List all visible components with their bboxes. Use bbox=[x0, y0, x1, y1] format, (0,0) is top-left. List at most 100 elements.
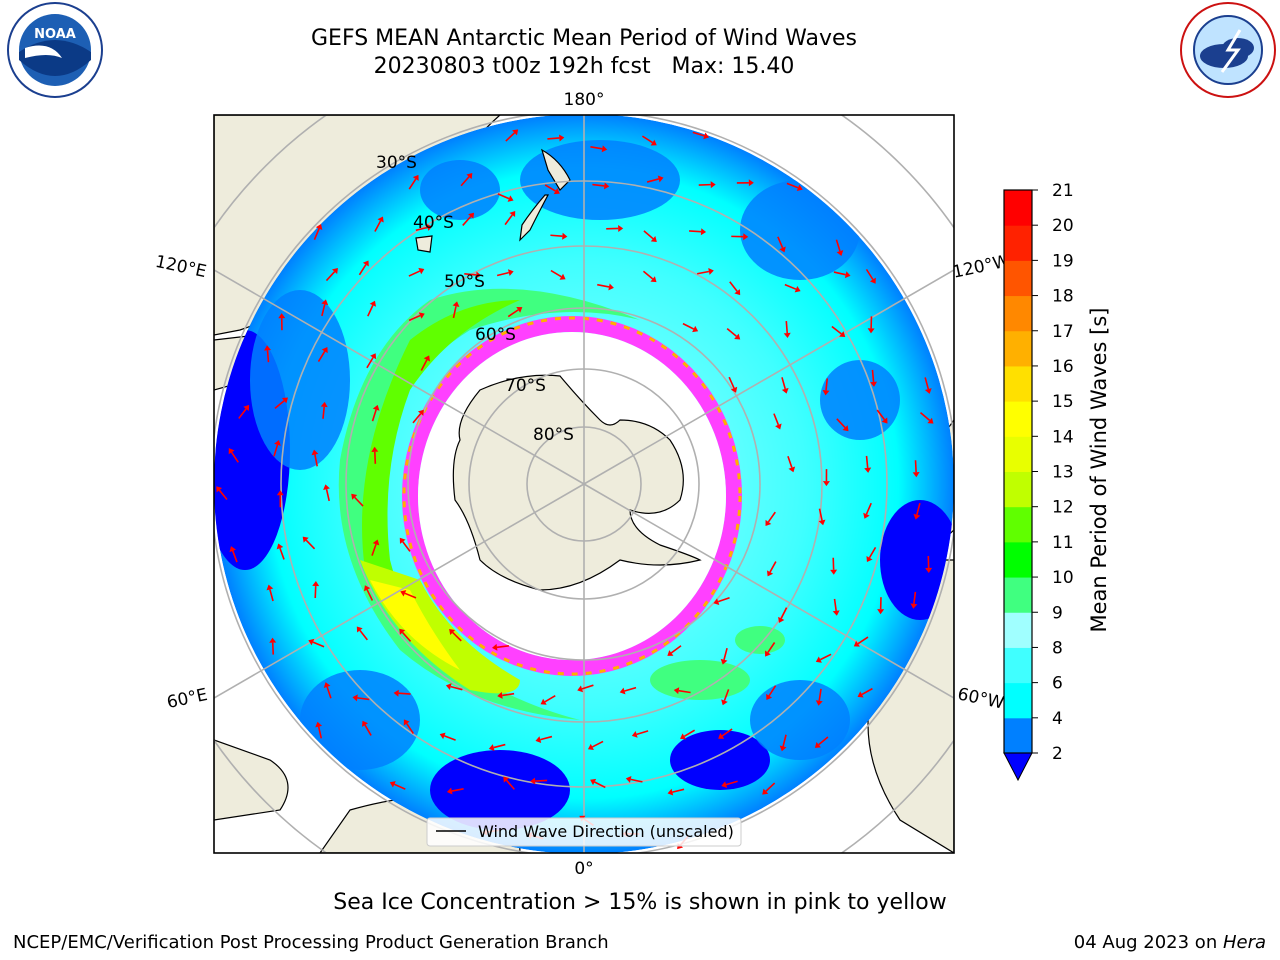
wind-arrow-shaft bbox=[550, 269, 562, 278]
wind-arrow-head bbox=[363, 585, 371, 592]
wind-arrow-head bbox=[311, 449, 319, 456]
wind-arrow-head bbox=[927, 417, 934, 424]
wind-arrow-head bbox=[673, 687, 680, 695]
wind-arrow-shaft bbox=[550, 234, 563, 238]
wind-arrow-head bbox=[618, 224, 624, 232]
wind-arrow-head bbox=[667, 650, 674, 656]
wind-arrow-head bbox=[832, 610, 840, 616]
wind-arrow-shaft bbox=[505, 779, 515, 790]
wind-arrow-shaft bbox=[505, 132, 516, 142]
wind-arrow-head bbox=[718, 732, 725, 739]
wind-arrow-shaft bbox=[326, 686, 332, 699]
lon-label-60e: 60°E bbox=[165, 685, 209, 713]
wind-arrow-head bbox=[417, 409, 424, 416]
legend-label: Wind Wave Direction (unscaled) bbox=[478, 822, 734, 841]
wind-arrow-head bbox=[512, 129, 519, 136]
wind-arrow-head bbox=[877, 609, 885, 615]
wind-arrow-shaft bbox=[723, 689, 730, 701]
wind-arrow-head bbox=[720, 658, 728, 665]
wind-arrow-head bbox=[796, 184, 803, 191]
wind-arrow-shaft bbox=[590, 146, 603, 150]
wind-arrow-shaft bbox=[218, 489, 228, 500]
wind-arrow-head bbox=[371, 446, 379, 452]
colorbar-tick-label: 20 bbox=[1052, 216, 1074, 236]
wind-arrow-shaft bbox=[366, 357, 374, 369]
wind-arrow-shaft bbox=[394, 783, 406, 790]
wind-arrow-head bbox=[708, 268, 714, 275]
wind-arrow-head bbox=[587, 743, 594, 751]
wind-arrow-shaft bbox=[818, 508, 823, 521]
lat-label-40s: 40°S bbox=[413, 213, 454, 233]
wind-arrow-shaft bbox=[271, 642, 275, 655]
wind-arrow-shaft bbox=[692, 131, 705, 137]
wind-arrow-shaft bbox=[317, 726, 323, 739]
colorbar: 2 4 6 8 9 10 11 12 13 14 15 16 17 18 19 20 21 bbox=[1003, 181, 1074, 782]
wind-arrow-shaft bbox=[773, 413, 780, 426]
colorbar-tick-label: 11 bbox=[1052, 533, 1074, 553]
wind-arrow-head bbox=[562, 232, 568, 240]
legend-box: Wind Wave Direction (unscaled) bbox=[426, 817, 742, 847]
wind-arrow-shaft bbox=[444, 735, 456, 741]
wind-arrow-head bbox=[362, 720, 369, 727]
wind-arrow-shaft bbox=[857, 636, 869, 645]
wind-arrow-shaft bbox=[535, 779, 548, 782]
wind-arrow-shaft bbox=[836, 418, 846, 429]
lat-label-50s: 50°S bbox=[444, 272, 485, 292]
wind-arrow-head bbox=[516, 306, 523, 313]
lon-label-60w: 60°W bbox=[956, 684, 1006, 713]
wind-arrow-head bbox=[692, 325, 699, 333]
wind-arrow-shaft bbox=[317, 350, 326, 362]
wind-arrow-shaft bbox=[725, 780, 738, 786]
wind-arrow-head bbox=[853, 640, 860, 647]
colorbar-tick-label: 2 bbox=[1052, 744, 1063, 764]
colorbar-segment bbox=[1004, 717, 1032, 754]
wind-arrow-shaft bbox=[729, 281, 738, 292]
wind-arrow-head bbox=[857, 691, 864, 698]
wind-arrow-shaft bbox=[865, 268, 874, 280]
wind-arrow-head bbox=[775, 423, 782, 430]
wind-arrow-shaft bbox=[321, 304, 326, 317]
wind-arrow-head bbox=[910, 603, 918, 609]
wind-arrow-shaft bbox=[364, 724, 372, 736]
wind-arrow-head bbox=[734, 333, 741, 340]
wind-arrow-shaft bbox=[868, 546, 877, 559]
colorbar-segment bbox=[1004, 330, 1032, 367]
wind-arrow-head bbox=[540, 698, 547, 705]
wind-arrow-shaft bbox=[354, 496, 364, 507]
wind-arrow-head bbox=[445, 683, 452, 691]
wind-arrow-head bbox=[783, 332, 791, 339]
wind-arrow-shaft bbox=[689, 230, 702, 233]
wind-arrow-shaft bbox=[818, 736, 829, 746]
lat-label-60s: 60°S bbox=[475, 325, 516, 345]
wind-arrow-head bbox=[509, 210, 516, 218]
wind-arrow-head bbox=[488, 744, 495, 751]
wind-arrow-head bbox=[266, 584, 274, 591]
wind-arrow-head bbox=[503, 776, 510, 783]
wind-arrow-shaft bbox=[374, 220, 382, 232]
wind-arrow-shaft bbox=[643, 230, 654, 240]
wind-arrow-head bbox=[764, 650, 771, 657]
footer-date-text: 04 Aug 2023 on bbox=[1073, 932, 1223, 953]
wind-arrow-shaft bbox=[452, 631, 462, 642]
wind-arrow-shaft bbox=[547, 137, 560, 140]
wind-arrow-head bbox=[603, 182, 610, 190]
wind-arrow-shaft bbox=[787, 455, 793, 468]
wind-arrow-shaft bbox=[401, 631, 412, 642]
wind-arrow-head bbox=[734, 289, 741, 296]
wind-arrow-shaft bbox=[462, 215, 472, 226]
wind-arrow-shaft bbox=[728, 376, 735, 389]
colorbar-tick-label: 12 bbox=[1052, 498, 1074, 518]
wind-arrow-head bbox=[601, 145, 608, 153]
wind-arrow-shaft bbox=[913, 591, 917, 604]
sea-ice-note: Sea Ice Concentration > 15% is shown in … bbox=[333, 890, 947, 915]
footer-organization: NCEP/EMC/Verification Post Processing Pr… bbox=[13, 932, 609, 953]
wind-arrow-head bbox=[870, 381, 878, 387]
wind-arrow-shaft bbox=[504, 214, 513, 226]
wind-arrow-head bbox=[276, 543, 284, 550]
wind-arrow-shaft bbox=[358, 264, 367, 276]
wind-arrow-shaft bbox=[641, 135, 653, 144]
wind-arrow-head bbox=[650, 139, 657, 146]
wind-arrow-head bbox=[781, 387, 789, 394]
lon-label-120e: 120°E bbox=[153, 252, 208, 282]
